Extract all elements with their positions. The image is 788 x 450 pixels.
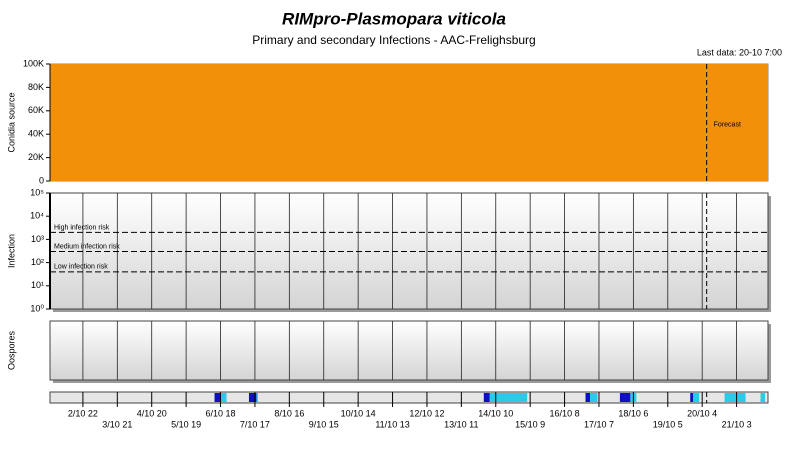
last-data: Last data: 20-10 7:00 [697, 47, 782, 57]
wet-period [220, 393, 227, 402]
x-tick-label: 8/10 16 [274, 408, 304, 418]
y-tick-label: 100K [23, 58, 44, 68]
wet-period [489, 393, 528, 402]
x-tick-label: 12/10 12 [409, 408, 444, 418]
x-tick-label: 20/10 4 [687, 408, 717, 418]
x-tick-label: 4/10 20 [137, 408, 167, 418]
x-tick-label: 6/10 18 [206, 408, 236, 418]
wet-period [760, 393, 766, 402]
x-tick-label: 19/10 5 [653, 419, 683, 429]
wet-period [256, 393, 258, 402]
forecast-label: Forecast [714, 121, 741, 128]
x-tick-label: 17/10 7 [584, 419, 614, 429]
wet-period [690, 393, 694, 402]
x-tick-label: 18/10 6 [618, 408, 648, 418]
y-tick-label: 10⁵ [30, 187, 44, 197]
y-tick-label: 80K [28, 82, 44, 92]
x-tick-label: 9/10 15 [309, 419, 339, 429]
conidia-area [50, 64, 768, 181]
y-axis-label: Infection [6, 234, 16, 268]
x-tick-label: 14/10 10 [478, 408, 513, 418]
wet-period [585, 393, 590, 402]
wet-period [214, 393, 221, 402]
x-tick-label: 16/10 8 [550, 408, 580, 418]
wet-period [589, 393, 598, 402]
x-tick-label: 2/10 22 [68, 408, 98, 418]
chart-title: RIMpro-Plasmopara viticola [282, 9, 506, 28]
x-tick-label: 21/10 3 [722, 419, 752, 429]
chart-subtitle: Primary and secondary Infections - AAC-F… [252, 33, 535, 47]
panel [49, 320, 769, 381]
x-tick-label: 5/10 19 [171, 419, 201, 429]
x-tick-label: 13/10 11 [444, 419, 478, 429]
y-axis-label: Conidia source [6, 92, 16, 152]
y-tick-label: 10² [31, 257, 44, 267]
y-tick-label: 10³ [31, 234, 44, 244]
strip [49, 391, 769, 404]
y-tick-label: 10⁴ [30, 211, 44, 221]
y-tick-label: 20K [28, 152, 44, 162]
wet-period [483, 393, 490, 402]
threshold-label: Low infection risk [54, 264, 108, 271]
y-axis-label: Oospores [6, 330, 16, 370]
panel [49, 192, 769, 310]
threshold-label: High infection risk [54, 224, 110, 231]
wet-period [619, 393, 631, 402]
y-tick-label: 40K [28, 129, 44, 139]
x-tick-label: 11/10 13 [375, 419, 409, 429]
threshold-label: Medium infection risk [54, 243, 120, 250]
x-tick-label: 7/10 17 [240, 419, 270, 429]
wet-period [248, 393, 257, 402]
y-tick-label: 60K [28, 105, 44, 115]
x-tick-label: 10/10 14 [341, 408, 376, 418]
y-tick-label: 0 [39, 175, 44, 185]
y-tick-label: 10⁰ [30, 303, 44, 313]
wet-period [693, 393, 700, 402]
y-tick-label: 10¹ [31, 280, 44, 290]
x-tick-label: 15/10 9 [515, 419, 545, 429]
wet-period [724, 393, 746, 402]
x-tick-label: 3/10 21 [102, 419, 132, 429]
